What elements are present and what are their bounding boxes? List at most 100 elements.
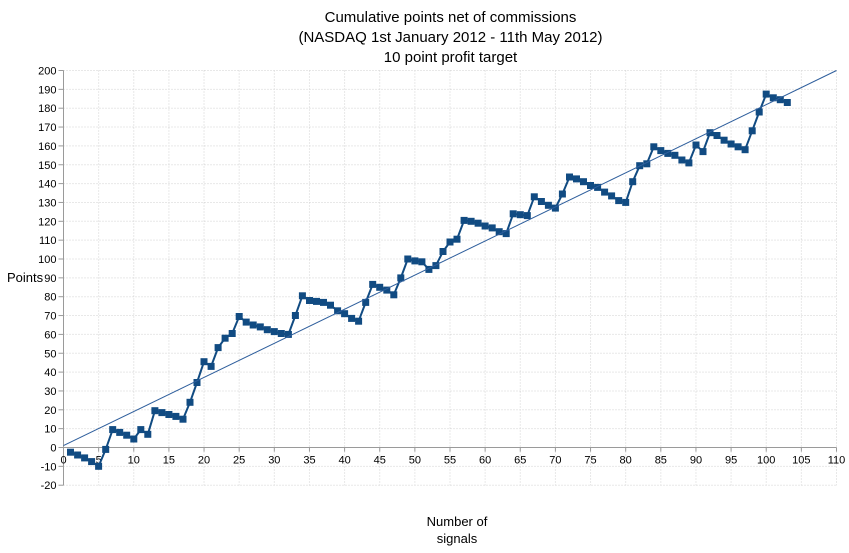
data-point-marker	[348, 314, 356, 322]
data-point-marker	[629, 178, 637, 186]
data-point-marker	[137, 426, 145, 434]
data-point-marker	[587, 182, 594, 189]
data-point-marker	[664, 149, 672, 157]
y-tick-label: -20	[41, 480, 57, 492]
data-point-marker	[355, 317, 363, 325]
data-point-marker	[622, 198, 630, 206]
data-point-marker	[320, 298, 327, 306]
data-point-marker	[734, 143, 742, 151]
y-tick-label: 130	[38, 197, 56, 209]
data-point-marker	[699, 148, 707, 156]
y-tick-label: 100	[38, 254, 56, 266]
data-point-marker	[495, 228, 503, 236]
chart-title-line-2: (NASDAQ 1st January 2012 - 11th May 2012…	[298, 29, 603, 46]
data-point-marker	[383, 286, 391, 294]
y-tick-label: 120	[38, 216, 56, 228]
x-tick-label: 40	[338, 455, 350, 467]
y-tick-label: 80	[44, 292, 56, 304]
data-point-marker	[481, 222, 489, 230]
data-point-marker	[580, 178, 587, 186]
data-point-marker	[74, 451, 82, 459]
y-tick-label: 90	[44, 273, 56, 285]
x-tick-label: 105	[792, 455, 810, 467]
y-tick-label: 150	[38, 160, 56, 172]
data-point-marker	[397, 274, 405, 282]
data-point-marker	[769, 94, 777, 102]
data-point-marker	[270, 328, 278, 336]
data-point-marker	[277, 330, 285, 337]
data-point-marker	[657, 147, 665, 155]
data-point-marker	[643, 160, 651, 168]
x-tick-label: 85	[655, 455, 667, 467]
x-tick-label: 45	[374, 455, 386, 467]
data-point-marker	[615, 197, 623, 205]
x-tick-label: 65	[514, 455, 526, 467]
y-tick-label: 70	[44, 311, 56, 323]
data-point-marker	[179, 415, 187, 423]
data-point-marker	[509, 210, 517, 218]
axes	[58, 70, 837, 486]
y-tick-label: 60	[44, 329, 56, 341]
data-point-marker	[390, 291, 398, 299]
data-point-marker	[306, 297, 313, 304]
data-point-marker	[284, 330, 292, 338]
data-point-marker	[376, 283, 384, 291]
data-point-marker	[109, 426, 117, 434]
data-point-marker	[200, 358, 208, 366]
data-point-marker	[221, 334, 229, 342]
x-tick-label: 80	[620, 455, 632, 467]
chart-title-line-3: 10 point profit target	[383, 49, 518, 66]
data-point-marker	[95, 462, 103, 470]
data-point-marker	[573, 175, 580, 183]
data-point-marker	[551, 204, 559, 212]
data-point-marker	[594, 183, 602, 191]
data-point-marker	[523, 212, 531, 220]
x-tick-label: 20	[198, 455, 210, 467]
y-tick-label: 170	[38, 122, 56, 134]
data-point-marker	[446, 238, 454, 246]
data-point-marker	[67, 448, 74, 456]
data-point-marker	[516, 211, 524, 219]
data-point-marker	[186, 398, 194, 406]
x-tick-label: 50	[409, 455, 421, 467]
data-point-marker	[453, 235, 461, 243]
x-tick-label: 25	[233, 455, 245, 467]
data-point-marker	[172, 412, 180, 420]
data-point-marker	[256, 323, 264, 331]
chart-title: Cumulative points net of commissions (NA…	[64, 8, 837, 68]
y-tick-label: -10	[41, 461, 57, 473]
x-tick-label: 110	[828, 455, 846, 467]
y-tick-label: 10	[44, 424, 56, 436]
data-point-marker	[439, 248, 447, 255]
data-point-marker	[727, 140, 735, 148]
data-point-marker	[249, 321, 257, 329]
data-point-marker	[432, 262, 440, 270]
gridlines	[63, 70, 837, 486]
data-point-marker	[671, 151, 679, 159]
x-axis-title-line-2: signals	[436, 531, 478, 546]
data-point-marker	[404, 255, 412, 263]
y-tick-label: 0	[50, 443, 56, 455]
data-point-marker	[242, 318, 250, 326]
x-tick-label: 90	[690, 455, 702, 467]
data-point-marker	[685, 159, 693, 167]
data-point-marker	[411, 257, 419, 265]
x-tick-label: 60	[479, 455, 491, 467]
data-point-marker	[706, 129, 714, 137]
y-axis-title: Points	[7, 270, 44, 285]
cumulative-points-net-of-commissions-line	[70, 93, 788, 468]
data-series	[63, 70, 837, 470]
data-point-marker	[341, 310, 349, 318]
data-point-marker	[530, 193, 538, 201]
data-point-marker	[334, 307, 342, 315]
data-point-marker	[151, 407, 159, 415]
data-point-marker	[298, 292, 306, 300]
data-point-marker	[601, 188, 609, 196]
y-tick-label: 110	[39, 235, 57, 247]
data-point-marker	[692, 141, 700, 149]
data-point-marker	[235, 313, 243, 320]
y-tick-label: 190	[38, 84, 56, 96]
data-point-marker	[193, 379, 201, 386]
data-point-marker	[460, 216, 468, 224]
